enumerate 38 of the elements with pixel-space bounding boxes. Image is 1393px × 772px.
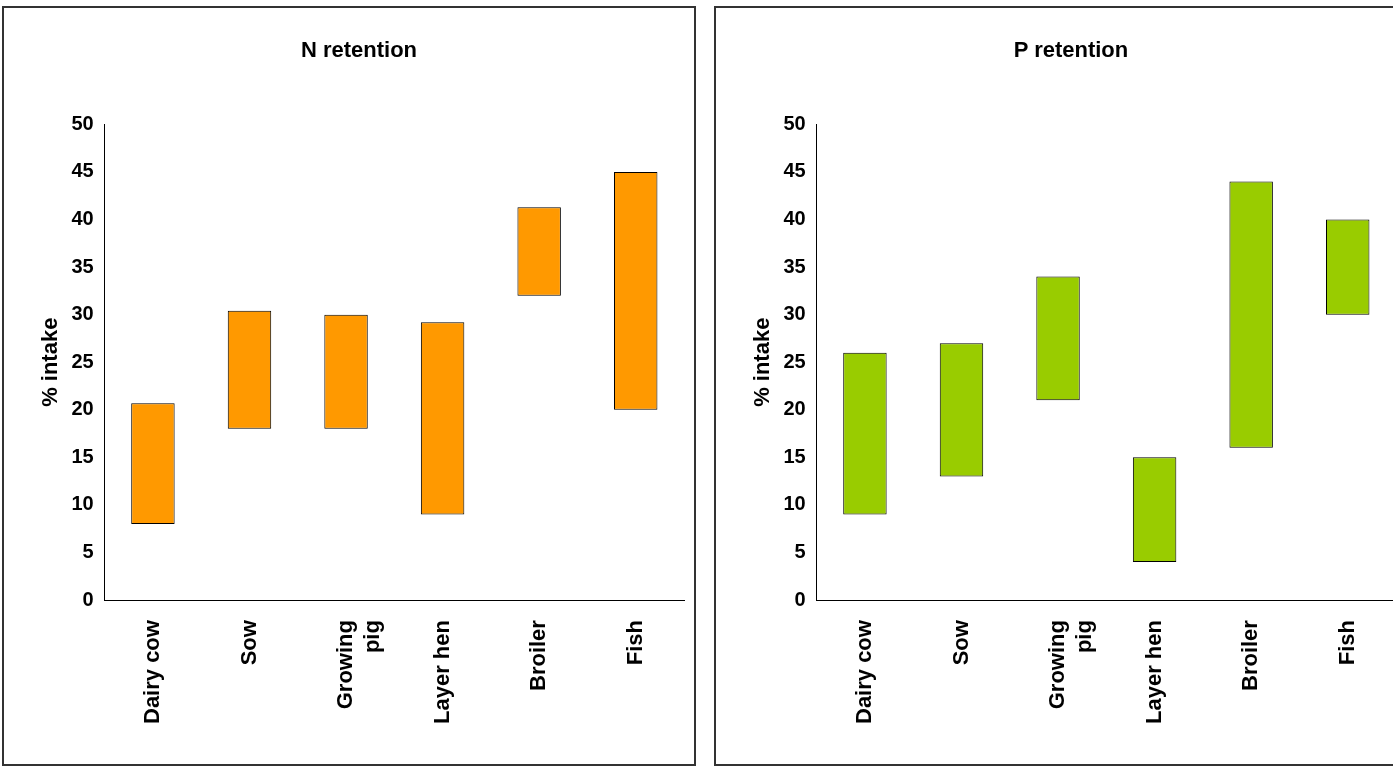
- y-tick-label: 20: [783, 397, 806, 420]
- x-tick-label: Sow: [235, 619, 261, 666]
- y-tick-label: 45: [783, 159, 806, 182]
- x-tick-label: Dairy cow: [138, 619, 164, 725]
- y-tick-label: 35: [783, 254, 806, 277]
- y-tick-label: 40: [71, 207, 94, 230]
- y-tick-label: 5: [794, 540, 806, 563]
- y-tick-label: 30: [783, 302, 806, 325]
- y-tick-label: 0: [794, 587, 806, 610]
- x-tick-label: Broiler: [1237, 619, 1263, 691]
- y-tick-label: 35: [71, 254, 94, 277]
- chart-title: N retention: [300, 37, 418, 63]
- y-tick-label: 30: [71, 302, 94, 325]
- y-tick-label: 40: [783, 207, 806, 230]
- y-tick-label: 10: [71, 492, 94, 515]
- y-tick-label: 20: [71, 397, 94, 420]
- y-tick-label: 25: [71, 349, 94, 372]
- y-tick-label: 50: [783, 111, 806, 134]
- x-tick-label: Growing pig: [332, 620, 384, 710]
- x-tick-label: Dairy cow: [850, 619, 876, 725]
- y-axis-title: % intake: [37, 317, 63, 407]
- y-tick-label: 50: [71, 111, 94, 134]
- x-tick-label: Sow: [947, 619, 973, 666]
- y-tick-label: 5: [82, 540, 94, 563]
- y-axis-title: % intake: [749, 317, 775, 407]
- x-tick-label: Broiler: [525, 619, 551, 691]
- y-tick-label: 15: [71, 444, 94, 467]
- x-tick-label: Layer hen: [1140, 620, 1166, 725]
- x-tick-label: Layer hen: [428, 620, 454, 725]
- y-tick-label: 45: [71, 159, 94, 182]
- x-tick-label: Fish: [621, 620, 647, 666]
- chart-title: P retention: [1013, 37, 1129, 63]
- y-tick-label: 25: [783, 349, 806, 372]
- x-tick-label: Fish: [1333, 620, 1359, 666]
- y-tick-label: 10: [783, 492, 806, 515]
- x-tick-label: Growing pig: [1044, 620, 1096, 710]
- y-tick-label: 0: [82, 587, 94, 610]
- y-tick-label: 15: [783, 444, 806, 467]
